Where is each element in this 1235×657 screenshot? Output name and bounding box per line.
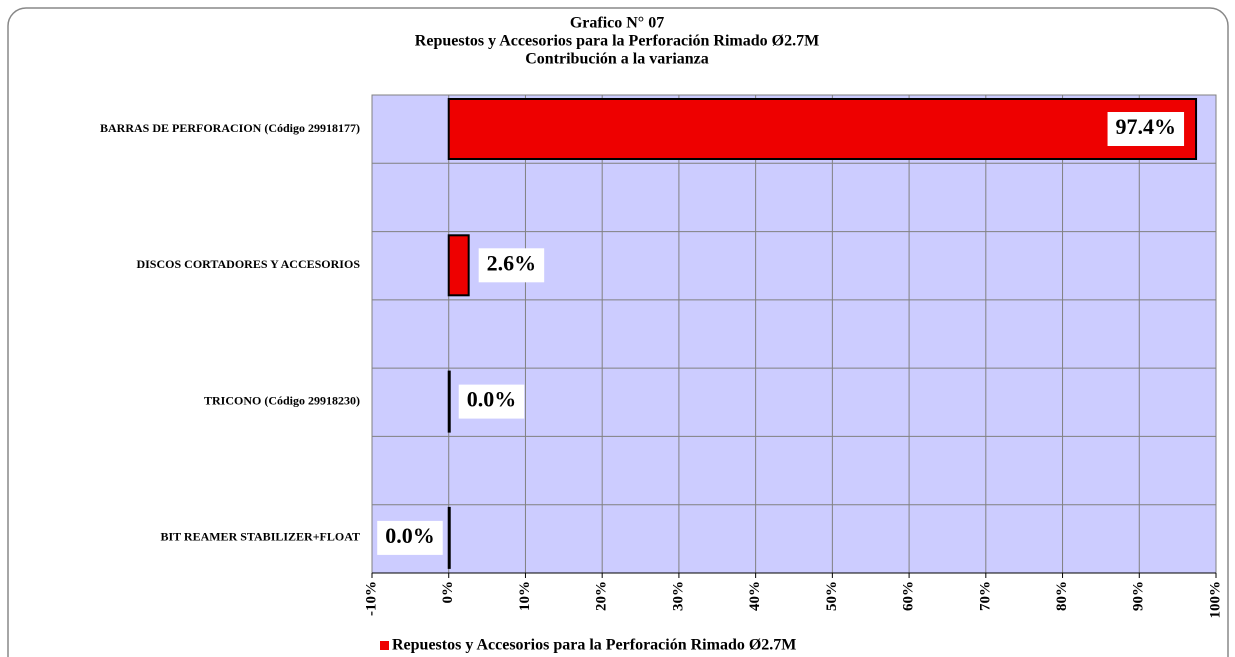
value-label: 2.6%	[478, 248, 545, 283]
legend-swatch	[380, 641, 389, 650]
value-label: 97.4%	[1107, 112, 1185, 146]
bar	[447, 98, 1198, 160]
x-tick-label: 10%	[517, 581, 533, 611]
x-tick-label: 20%	[594, 581, 610, 611]
legend-label: Repuestos y Accesorios para la Perforaci…	[392, 637, 796, 654]
bar	[447, 234, 470, 297]
y-tick-label: BARRAS DE PERFORACION (Código 29918177)	[100, 121, 360, 135]
x-tick-label: 0%	[440, 581, 456, 604]
x-tick-label: 50%	[824, 581, 840, 611]
value-label-text: 2.6%	[487, 250, 537, 275]
bar	[447, 370, 451, 433]
value-label-text: 97.4%	[1116, 114, 1177, 139]
value-label: 0.0%	[377, 520, 443, 555]
x-tick-label: 30%	[670, 581, 686, 611]
x-tick-label: 80%	[1054, 581, 1070, 611]
x-tick-label: 70%	[977, 581, 993, 611]
value-label: 0.0%	[458, 384, 525, 419]
x-tick-label: 60%	[901, 581, 917, 611]
y-tick-label: BIT REAMER STABILIZER+FLOAT	[160, 530, 360, 544]
y-tick-label: DISCOS CORTADORES Y ACCESORIOS	[136, 257, 360, 271]
chart-title: Grafico N° 07	[570, 15, 664, 32]
value-label-box	[1107, 112, 1185, 146]
value-label-text: 0.0%	[385, 523, 435, 548]
plot-area	[371, 94, 1217, 574]
y-tick-label: TRICONO (Código 29918230)	[204, 393, 360, 407]
value-label-text: 0.0%	[467, 387, 517, 412]
value-label-box	[478, 248, 545, 283]
bar	[447, 506, 451, 569]
chart-title: Repuestos y Accesorios para la Perforaci…	[415, 33, 819, 50]
x-tick-label: 100%	[1207, 581, 1223, 619]
x-tick-label: -10%	[363, 581, 379, 616]
chart-title: Contribución a la varianza	[525, 51, 709, 68]
x-tick-label: 40%	[747, 581, 763, 611]
x-tick-label: 90%	[1131, 581, 1147, 611]
value-label-box	[458, 384, 525, 419]
value-label-box	[377, 520, 443, 555]
